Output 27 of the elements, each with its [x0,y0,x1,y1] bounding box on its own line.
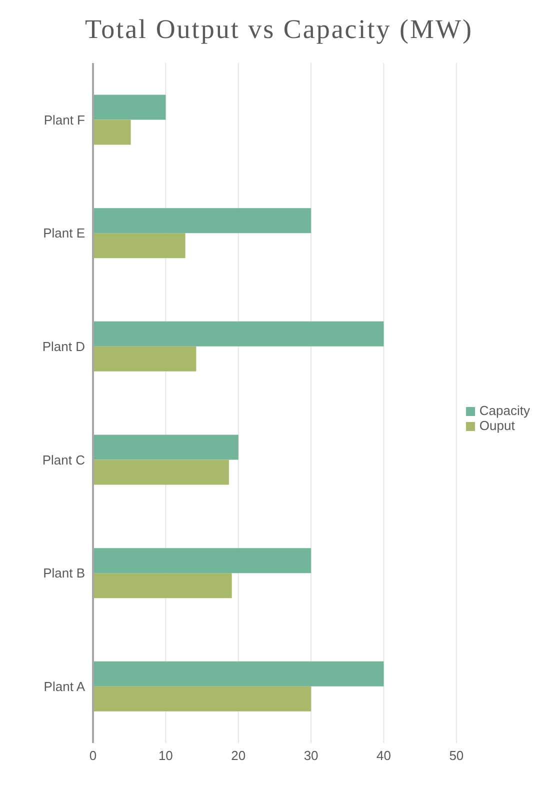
x-tick-label: 0 [89,748,97,764]
bar [93,321,384,346]
bar [93,548,312,574]
bar [93,346,196,372]
bar [93,233,186,258]
chart-title: Total Output vs Capacity (MW) [84,13,474,46]
bar [93,460,229,485]
bar [93,434,238,460]
x-tick-label: 40 [376,748,391,764]
bar [93,94,166,120]
bar [93,573,232,598]
y-tick-label: Plant B [43,566,85,581]
x-tick-label: 30 [304,748,318,764]
y-tick-label: Plant D [42,338,85,354]
x-tick-label: 20 [231,748,246,764]
bar [93,208,312,234]
legend-label: Ouput [479,418,515,433]
y-tick-label: Plant E [43,226,86,241]
bar [93,120,131,145]
x-tick-label: 50 [449,748,464,764]
bar [93,661,384,686]
y-tick-label: Plant F [44,112,86,128]
y-tick-label: Plant C [42,452,85,468]
x-tick-label: 10 [158,748,173,764]
legend-label: Capacity [479,403,530,418]
bar [93,686,312,712]
y-tick-label: Plant A [44,678,86,694]
